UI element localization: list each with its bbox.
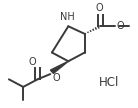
Polygon shape: [51, 61, 68, 73]
Text: O: O: [53, 73, 60, 83]
Text: O: O: [29, 57, 37, 67]
Text: O: O: [96, 3, 104, 13]
Text: HCl: HCl: [98, 76, 119, 89]
Text: NH: NH: [60, 12, 75, 22]
Text: O: O: [116, 21, 124, 31]
